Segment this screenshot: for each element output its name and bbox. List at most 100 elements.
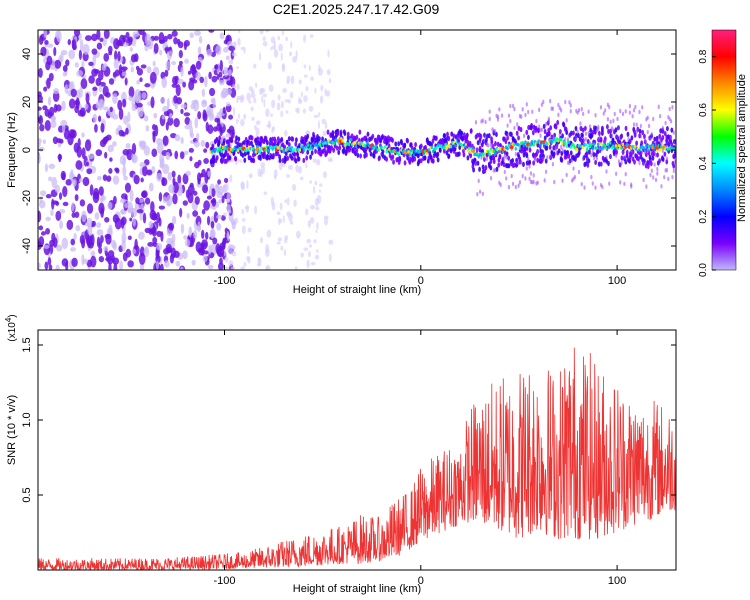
signal-blob: [628, 158, 632, 164]
signal-core: [591, 146, 595, 151]
noise-blob: [139, 162, 146, 168]
signal-blob: [672, 168, 675, 174]
noise-blob: [140, 177, 144, 183]
signal-blob: [507, 155, 511, 161]
signal-blob: [276, 140, 280, 146]
noise-blob: [76, 70, 84, 77]
noise-blob: [120, 216, 127, 226]
signal-blob: [338, 145, 342, 151]
signal-blob: [498, 107, 501, 112]
noise-blob: [232, 106, 236, 116]
signal-blob: [528, 159, 532, 166]
noise-blob: [206, 105, 211, 116]
signal-blob: [610, 133, 614, 138]
signal-blob: [335, 145, 339, 151]
signal-blob: [646, 115, 649, 121]
signal-blob: [656, 166, 659, 172]
signal-blob: [387, 143, 391, 149]
signal-core: [383, 145, 387, 149]
signal-core: [620, 146, 623, 150]
noise-blob: [172, 193, 178, 205]
noise-blob: [171, 233, 176, 244]
noise-blob: [248, 100, 252, 104]
noise-blob: [280, 245, 284, 251]
noise-blob: [210, 220, 215, 229]
noise-blob: [163, 111, 170, 117]
signal-blob: [513, 138, 517, 144]
noise-blob: [104, 216, 110, 223]
noise-blob: [60, 170, 66, 181]
noise-blob: [87, 225, 93, 236]
signal-blob: [408, 156, 412, 162]
signal-core: [488, 152, 492, 157]
noise-blob: [167, 171, 172, 181]
noise-blob: [223, 212, 227, 217]
signal-blob: [672, 163, 676, 169]
signal-blob: [484, 165, 488, 171]
noise-blob: [45, 216, 51, 222]
noise-blob: [327, 49, 330, 58]
noise-blob: [124, 202, 130, 208]
noise-blob: [150, 96, 155, 109]
noise-blob: [49, 106, 55, 117]
noise-blob: [222, 106, 226, 115]
noise-blob: [80, 78, 88, 90]
noise-blob: [77, 109, 85, 117]
signal-blob: [479, 133, 483, 139]
noise-blob: [103, 30, 110, 39]
noise-blob: [306, 259, 310, 269]
signal-blob: [565, 129, 569, 136]
noise-blob: [159, 263, 164, 270]
signal-blob: [284, 150, 288, 157]
signal-blob: [631, 149, 634, 155]
signal-blob: [487, 133, 491, 139]
signal-blob: [225, 158, 228, 164]
noise-blob: [98, 84, 102, 93]
noise-blob: [295, 50, 298, 59]
noise-blob: [289, 91, 294, 99]
signal-blob: [476, 160, 480, 166]
signal-blob: [616, 134, 619, 139]
noise-blob: [224, 183, 229, 192]
noise-blob: [38, 262, 41, 269]
signal-blob: [672, 130, 675, 135]
signal-core: [298, 148, 302, 152]
noise-blob: [213, 211, 219, 223]
signal-blob: [560, 144, 563, 150]
signal-blob: [639, 134, 642, 139]
x-tick-label: 0: [418, 275, 424, 287]
signal-blob: [615, 171, 618, 176]
noise-blob: [215, 201, 220, 208]
signal-blob: [564, 137, 567, 142]
signal-blob: [385, 156, 389, 162]
noise-blob: [310, 261, 316, 266]
signal-blob: [457, 151, 461, 157]
signal-blob: [503, 169, 506, 175]
signal-blob: [657, 104, 660, 110]
noise-blob: [285, 36, 289, 42]
signal-blob: [538, 107, 541, 113]
noise-blob: [318, 112, 321, 117]
noise-blob: [240, 181, 246, 191]
signal-core: [220, 149, 224, 154]
signal-blob: [602, 111, 605, 116]
noise-blob: [103, 52, 110, 62]
signal-blob: [527, 156, 530, 162]
noise-blob: [316, 249, 319, 253]
noise-blob: [191, 99, 199, 105]
noise-blob: [254, 205, 258, 215]
y-tick-label: -40: [21, 238, 33, 254]
signal-blob: [487, 143, 490, 148]
noise-blob: [316, 222, 319, 230]
signal-blob: [524, 112, 527, 118]
noise-blob: [314, 197, 319, 207]
noise-blob: [262, 36, 266, 42]
noise-blob: [39, 124, 45, 132]
noise-blob: [225, 133, 231, 138]
noise-blob: [206, 48, 213, 57]
signal-blob: [285, 139, 289, 145]
noise-blob: [253, 97, 257, 104]
signal-blob: [521, 107, 524, 112]
signal-blob: [507, 163, 511, 169]
noise-blob: [38, 146, 45, 152]
